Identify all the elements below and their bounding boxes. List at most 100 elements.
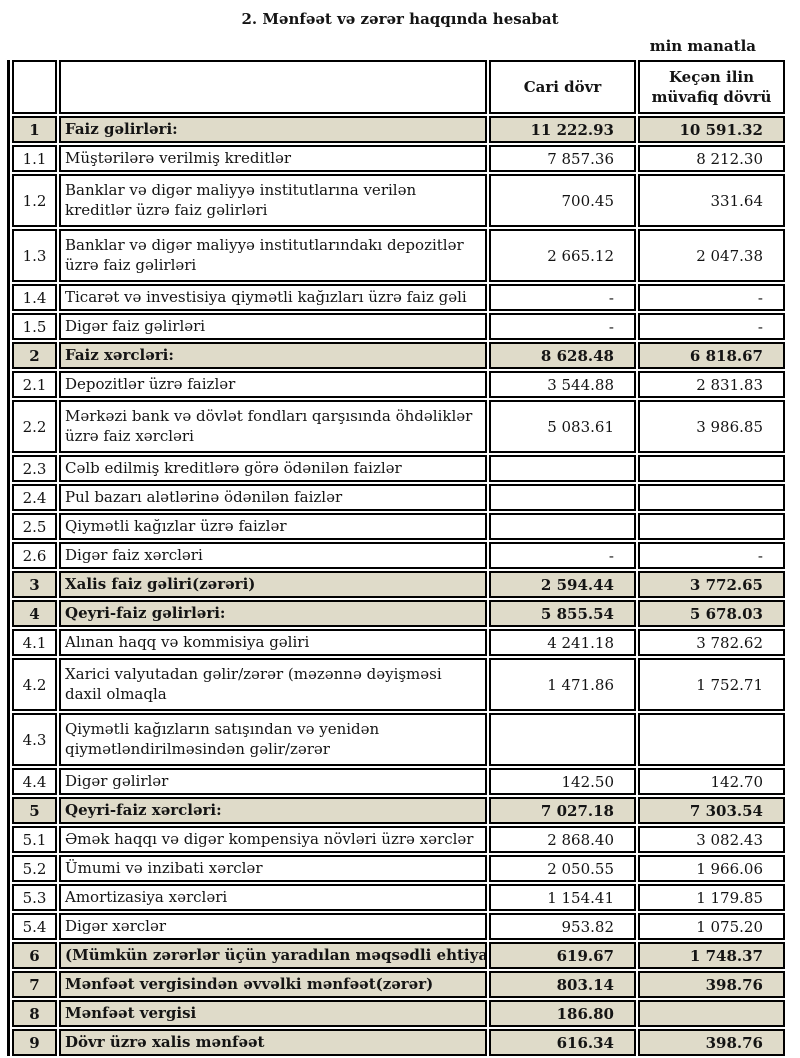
row-value-current: 5 855.54 [489, 600, 636, 627]
row-label: Banklar və digər maliyyə institutlarında… [59, 229, 487, 282]
row-value-current: 2 050.55 [489, 855, 636, 882]
row-value-previous: 1 752.71 [638, 658, 785, 711]
table-row: 4.1 Alınan haqq və kommisiya gəliri 4 241.… [12, 629, 785, 656]
row-number: 5.1 [12, 826, 57, 853]
row-label: Mənfəət vergisi [59, 1000, 487, 1027]
table-row: 2 Faiz xərcləri: 8 628.48 6 818.67 [12, 342, 785, 369]
row-value-previous [638, 513, 785, 540]
row-label: Banklar və digər maliyyə institutlarına … [59, 174, 487, 227]
header-current-period: Cari dövr [489, 60, 636, 114]
row-label: Alınan haqq və kommisiya gəliri [59, 629, 487, 656]
table-row: 4.3 Qiymətli kağızların satışından və yen… [12, 713, 785, 766]
row-number: 4.2 [12, 658, 57, 711]
row-value-previous: 1 966.06 [638, 855, 785, 882]
row-value-current: 1 154.41 [489, 884, 636, 911]
row-label: Qiymətli kağızların satışından və yenidə… [59, 713, 487, 766]
row-label: Müştərilərə verilmiş kreditlər [59, 145, 487, 172]
row-value-previous [638, 1000, 785, 1027]
row-value-previous: 1 748.37 [638, 942, 785, 969]
row-value-current: 2 665.12 [489, 229, 636, 282]
row-value-previous: 142.70 [638, 768, 785, 795]
row-number: 1 [12, 116, 57, 143]
table-row: 2.6 Digər faiz xərcləri - - [12, 542, 785, 569]
table-row: 5.4 Digər xərclər 953.82 1 075.20 [12, 913, 785, 940]
row-number: 5.4 [12, 913, 57, 940]
row-label: Mənfəət vergisindən əvvəlki mənfəət(zərə… [59, 971, 487, 998]
row-value-current: 3 544.88 [489, 371, 636, 398]
table-row: 1.2 Banklar və digər maliyyə institutları… [12, 174, 785, 227]
table-row: 2.1 Depozitlər üzrə faizlər 3 544.88 2 831.… [12, 371, 785, 398]
row-label: (Mümkün zərərlər üçün yaradılan məqsədli… [59, 942, 487, 969]
row-value-current: 700.45 [489, 174, 636, 227]
row-number: 4.3 [12, 713, 57, 766]
table-row: 9 Dövr üzrə xalis mənfəət 616.34 398.76 [12, 1029, 785, 1056]
row-label: Digər xərclər [59, 913, 487, 940]
row-number: 2.2 [12, 400, 57, 453]
table-left-border [7, 60, 10, 1056]
row-value-previous: 7 303.54 [638, 797, 785, 824]
row-value-current: 1 471.86 [489, 658, 636, 711]
row-value-previous [638, 484, 785, 511]
row-value-previous: 1 179.85 [638, 884, 785, 911]
row-value-previous [638, 455, 785, 482]
table-row: 1.1 Müştərilərə verilmiş kreditlər 7 857.3… [12, 145, 785, 172]
row-value-current: 8 628.48 [489, 342, 636, 369]
row-number: 2.5 [12, 513, 57, 540]
table-row: 5.2 Ümumi və inzibati xərclər 2 050.55 1 96… [12, 855, 785, 882]
row-value-previous: 8 212.30 [638, 145, 785, 172]
row-number: 8 [12, 1000, 57, 1027]
row-number: 7 [12, 971, 57, 998]
row-value-current: 803.14 [489, 971, 636, 998]
row-value-current: 4 241.18 [489, 629, 636, 656]
row-value-current: 616.34 [489, 1029, 636, 1056]
row-value-current [489, 484, 636, 511]
row-value-previous: 1 075.20 [638, 913, 785, 940]
row-value-current [489, 455, 636, 482]
row-value-current [489, 713, 636, 766]
report-title: 2. Mənfəət və zərər haqqında hesabat [241, 10, 559, 28]
row-number: 9 [12, 1029, 57, 1056]
row-value-current: 619.67 [489, 942, 636, 969]
row-label: Digər faiz gəlirləri [59, 313, 487, 340]
row-label: Əmək haqqı və digər kompensiya növləri ü… [59, 826, 487, 853]
row-number: 5.3 [12, 884, 57, 911]
row-label: Ümumi və inzibati xərclər [59, 855, 487, 882]
row-label: Qiymətli kağızlar üzrə faizlər [59, 513, 487, 540]
row-number: 1.5 [12, 313, 57, 340]
header-previous-period: Keçən ilin müvafiq dövrü [638, 60, 785, 114]
row-value-current: 2 868.40 [489, 826, 636, 853]
row-value-previous: 2 047.38 [638, 229, 785, 282]
table-row: 1.3 Banklar və digər maliyyə institutları… [12, 229, 785, 282]
table-row: 6 (Mümkün zərərlər üçün yaradılan məqsədl… [12, 942, 785, 969]
row-label: Amortizasiya xərcləri [59, 884, 487, 911]
table-row: 5 Qeyri-faiz xərcləri: 7 027.18 7 303.54 [12, 797, 785, 824]
row-value-previous: - [638, 284, 785, 311]
row-value-current: - [489, 542, 636, 569]
row-value-previous: 331.64 [638, 174, 785, 227]
row-value-previous: - [638, 313, 785, 340]
row-label: Pul bazarı alətlərinə ödənilən faizlər [59, 484, 487, 511]
row-number: 2 [12, 342, 57, 369]
header-empty-corner [12, 60, 57, 114]
table-row: 2.2 Mərkəzi bank və dövlət fondları qarşı… [12, 400, 785, 453]
table-row: 2.5 Qiymətli kağızlar üzrə faizlər [12, 513, 785, 540]
row-label: Faiz gəlirləri: [59, 116, 487, 143]
row-number: 5.2 [12, 855, 57, 882]
row-value-current [489, 513, 636, 540]
row-number: 1.2 [12, 174, 57, 227]
header-description-cell [59, 60, 487, 114]
header-row: Cari dövr Keçən ilin müvafiq dövrü [12, 60, 785, 114]
table-row: 4.4 Digər gəlirlər 142.50 142.70 [12, 768, 785, 795]
row-number: 6 [12, 942, 57, 969]
row-value-previous: 3 082.43 [638, 826, 785, 853]
row-value-current: 953.82 [489, 913, 636, 940]
row-label: Mərkəzi bank və dövlət fondları qarşısın… [59, 400, 487, 453]
row-value-current: - [489, 284, 636, 311]
table-row: 1.4 Ticarət və investisiya qiymətli kağız… [12, 284, 785, 311]
row-label: Cəlb edilmiş kreditlərə görə ödənilən fa… [59, 455, 487, 482]
table-row: 7 Mənfəət vergisindən əvvəlki mənfəət(zər… [12, 971, 785, 998]
row-value-previous: 10 591.32 [638, 116, 785, 143]
row-label: Faiz xərcləri: [59, 342, 487, 369]
row-label: Qeyri-faiz gəlirləri: [59, 600, 487, 627]
profit-loss-table: Cari dövr Keçən ilin müvafiq dövrü 1 Faiz… [10, 58, 787, 1058]
